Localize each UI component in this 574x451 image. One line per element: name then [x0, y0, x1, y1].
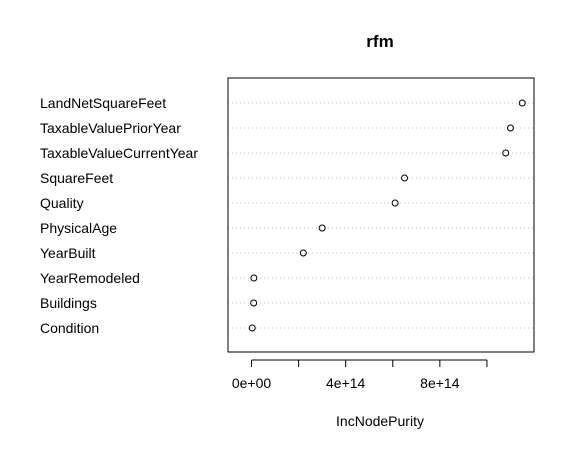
category-label: SquareFeet	[40, 170, 113, 186]
category-label: Buildings	[40, 295, 97, 311]
data-point	[506, 124, 514, 132]
data-point	[250, 299, 258, 307]
x-tick-label: 4e+14	[326, 375, 366, 391]
category-label: Condition	[40, 320, 99, 336]
data-points	[248, 99, 526, 332]
x-tick-label: 0e+00	[232, 375, 272, 391]
data-point	[318, 224, 326, 232]
category-label: TaxableValuePriorYear	[40, 120, 181, 136]
chart-title: rfm	[366, 32, 393, 51]
category-label: YearBuilt	[40, 245, 96, 261]
data-point	[299, 249, 307, 257]
data-point	[248, 324, 256, 332]
category-label: Quality	[40, 195, 84, 211]
data-point	[401, 174, 409, 182]
category-label: TaxableValueCurrentYear	[40, 145, 198, 161]
grid-lines	[228, 102, 534, 329]
x-axis-label: IncNodePurity	[336, 413, 424, 429]
category-label: LandNetSquareFeet	[40, 95, 166, 111]
data-point	[518, 99, 526, 107]
category-labels: LandNetSquareFeet TaxableValuePriorYear Ta…	[40, 95, 198, 336]
x-axis: 0e+00 4e+14 8e+14	[232, 359, 488, 391]
data-point	[250, 274, 258, 282]
category-label: YearRemodeled	[40, 270, 140, 286]
data-point	[502, 149, 510, 157]
category-label: PhysicalAge	[40, 220, 117, 236]
plot-frame	[227, 77, 535, 353]
x-tick-label: 8e+14	[420, 375, 460, 391]
data-point	[391, 199, 399, 207]
